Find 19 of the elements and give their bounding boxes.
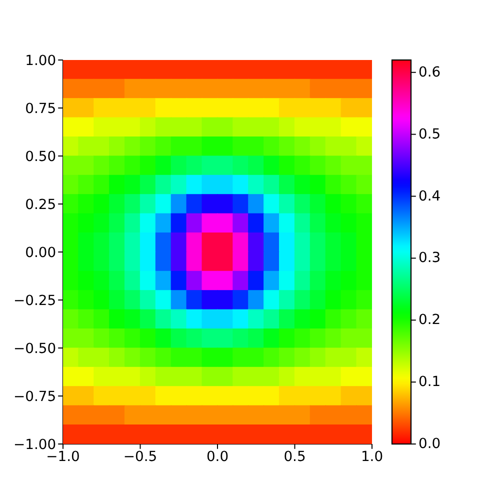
y-tick-label: 0.25 [25,196,56,213]
y-tick-label: 1.00 [25,52,56,69]
color-bar-label: 0.1 [418,374,441,390]
y-tick-label: −0.75 [14,388,56,405]
y-tick-label: −0.50 [14,340,56,357]
color-bar-label: 0.2 [418,312,441,328]
x-tick-label: −0.5 [123,448,158,465]
y-tick-label: 0.75 [25,100,56,117]
color-bar-label: 0.4 [418,188,441,204]
color-bar-label: 0.5 [418,126,441,142]
color-bar-label: 0.6 [418,64,441,80]
color-bar-label: 0.0 [418,436,441,452]
x-tick-label: 1.0 [360,448,384,465]
y-tick-label: 0.00 [25,244,56,261]
y-tick-label: −0.25 [14,292,56,309]
x-tick-label: 0.5 [284,448,306,465]
color-bar-label: 0.3 [418,250,441,266]
x-tick-label: 0.0 [206,448,229,465]
y-tick-label: 0.50 [25,148,56,165]
